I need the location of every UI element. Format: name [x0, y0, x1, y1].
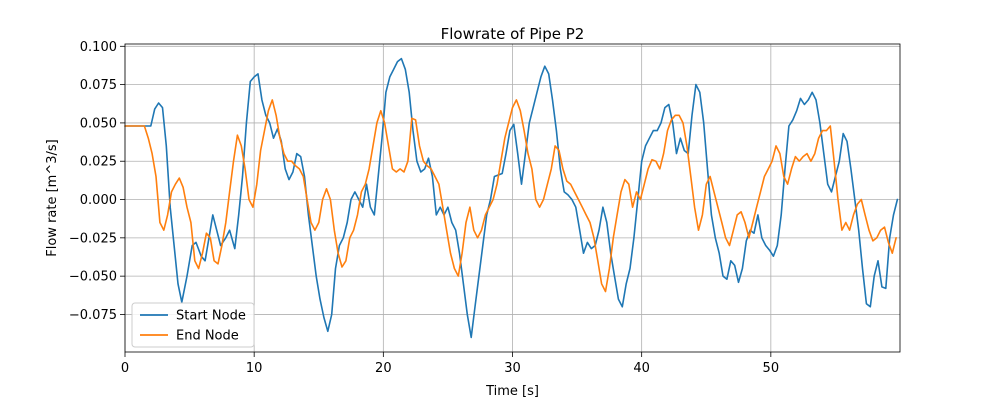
y-axis-ticks: −0.075 −0.050 −0.025 0.000 0.025 0.050 0.075 0.… [69, 40, 125, 323]
legend-label-end-node: End Node [176, 329, 239, 344]
x-tick-label: 20 [375, 361, 392, 376]
y-tick-label: −0.050 [69, 270, 117, 285]
x-tick-label: 10 [246, 361, 263, 376]
x-tick-label: 40 [633, 361, 650, 376]
y-tick-label: 0.050 [80, 116, 117, 131]
x-tick-label: 50 [763, 361, 780, 376]
x-axis-label: Time [s] [485, 384, 539, 399]
x-tick-label: 30 [504, 361, 521, 376]
y-tick-label: 0.025 [80, 155, 117, 170]
x-axis-ticks: 0 10 20 30 40 50 [121, 352, 779, 376]
legend-box [131, 302, 255, 348]
y-tick-label: −0.075 [69, 308, 117, 323]
series-line-end-node [124, 99, 897, 293]
y-tick-label: −0.025 [69, 231, 117, 246]
y-tick-label: 0.100 [80, 40, 117, 55]
legend: Start Node End Node [131, 302, 255, 348]
y-tick-label: 0.075 [80, 78, 117, 93]
chart-title: Flowrate of Pipe P2 [441, 25, 585, 43]
legend-label-start-node: Start Node [176, 309, 246, 324]
grid-lines [124, 44, 900, 352]
y-axis-label: Flow rate [m^3/s] [45, 139, 60, 256]
series-line-start-node [124, 57, 899, 339]
y-tick-label: 0.000 [80, 193, 117, 208]
series-lines [124, 57, 899, 339]
x-tick-label: 0 [121, 361, 129, 376]
